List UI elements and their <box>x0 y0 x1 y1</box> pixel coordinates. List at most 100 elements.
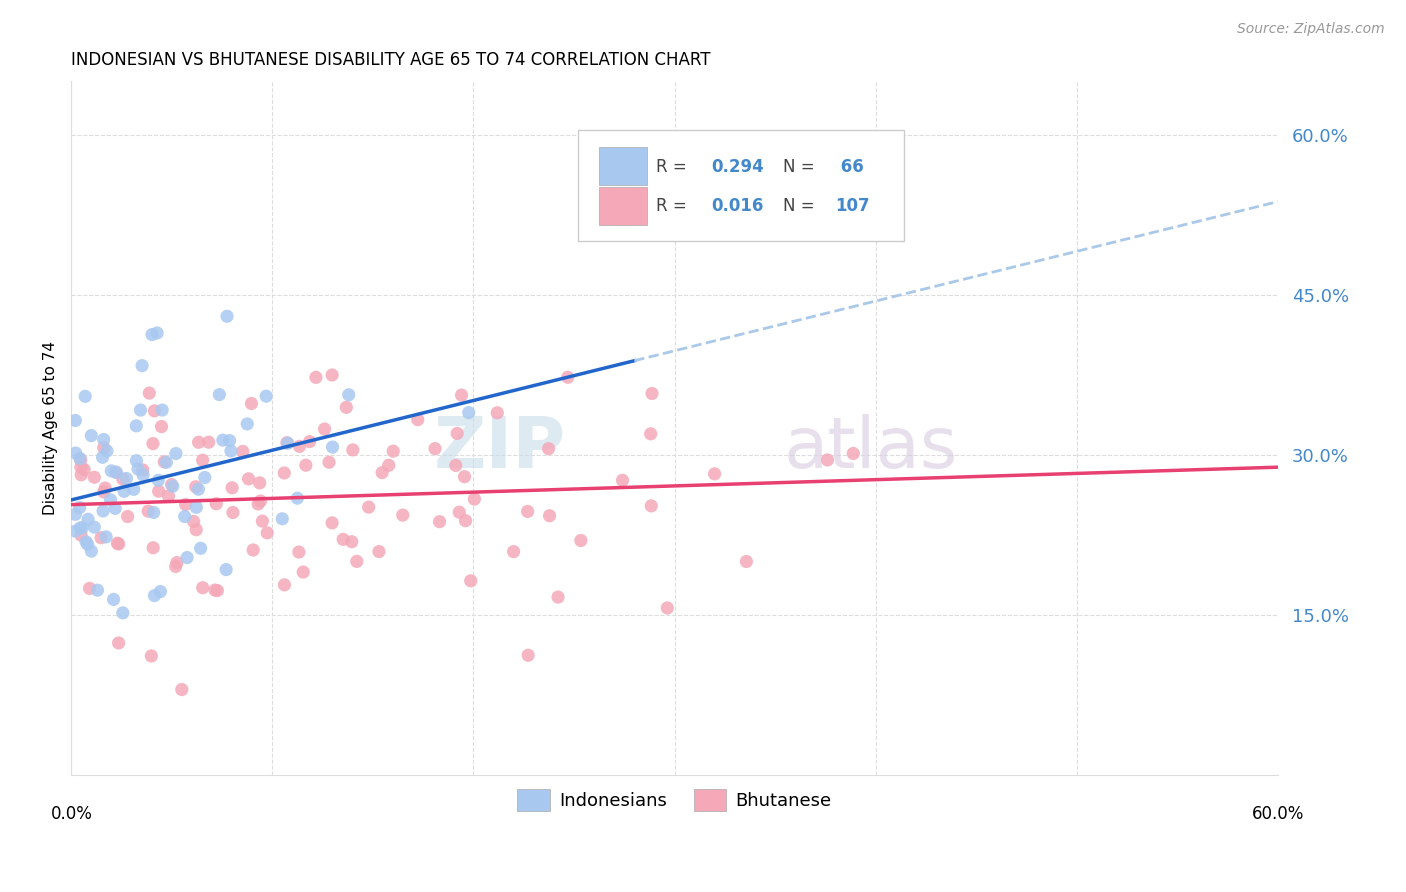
Point <box>155 455 177 469</box>
Point <box>450 388 472 402</box>
Point <box>132 463 155 477</box>
Point <box>100 464 122 478</box>
Point <box>215 563 238 577</box>
Point <box>657 601 679 615</box>
Point <box>187 482 209 496</box>
Point <box>298 434 321 449</box>
Point <box>105 466 128 480</box>
Point <box>146 326 169 340</box>
Point <box>160 477 183 491</box>
Text: 60.0%: 60.0% <box>1251 805 1303 823</box>
Point <box>111 472 134 486</box>
Point <box>83 520 105 534</box>
Point <box>346 554 368 568</box>
Point <box>187 435 209 450</box>
Point <box>141 327 163 342</box>
Point <box>143 404 166 418</box>
Point <box>247 497 270 511</box>
Point <box>357 500 380 515</box>
Point <box>69 500 91 515</box>
Point <box>174 498 197 512</box>
Point <box>276 435 298 450</box>
Point <box>65 413 87 427</box>
Point <box>153 455 176 469</box>
Point <box>249 494 271 508</box>
Text: 0.016: 0.016 <box>711 197 763 215</box>
Point <box>377 458 399 473</box>
Y-axis label: Disability Age 65 to 74: Disability Age 65 to 74 <box>44 341 58 516</box>
Point <box>157 489 180 503</box>
Point <box>115 471 138 485</box>
Point <box>104 501 127 516</box>
Point <box>76 537 98 551</box>
Point <box>94 530 117 544</box>
Point <box>79 582 101 596</box>
Point <box>321 368 343 382</box>
Point <box>287 491 309 506</box>
Text: N =: N = <box>783 158 820 176</box>
Point <box>176 550 198 565</box>
Point <box>165 559 187 574</box>
Point <box>90 531 112 545</box>
Point <box>337 388 360 402</box>
Point <box>271 512 294 526</box>
Point <box>444 458 467 473</box>
Point <box>207 583 229 598</box>
Point <box>240 396 263 410</box>
Text: INDONESIAN VS BHUTANESE DISABILITY AGE 65 TO 74 CORRELATION CHART: INDONESIAN VS BHUTANESE DISABILITY AGE 6… <box>72 51 711 69</box>
Point <box>93 433 115 447</box>
Point <box>186 500 208 515</box>
Point <box>335 401 357 415</box>
Point <box>205 497 228 511</box>
Point <box>703 467 725 481</box>
Point <box>197 435 219 450</box>
Point <box>314 422 336 436</box>
Point <box>73 462 96 476</box>
Point <box>125 454 148 468</box>
Point <box>75 389 97 403</box>
Legend: Indonesians, Bhutanese: Indonesians, Bhutanese <box>510 781 839 818</box>
Point <box>165 446 187 460</box>
Point <box>107 537 129 551</box>
Point <box>69 521 91 535</box>
Point <box>142 436 165 450</box>
Point <box>148 473 170 487</box>
Point <box>273 578 295 592</box>
Point <box>149 584 172 599</box>
Point <box>96 444 118 458</box>
Point <box>215 310 238 324</box>
Point <box>93 441 115 455</box>
Point <box>80 544 103 558</box>
Point <box>640 426 662 441</box>
Point <box>65 446 87 460</box>
Point <box>454 514 477 528</box>
Point <box>75 535 97 549</box>
Point <box>256 525 278 540</box>
Point <box>190 541 212 556</box>
Point <box>111 606 134 620</box>
Point <box>371 466 394 480</box>
Point <box>453 469 475 483</box>
Point <box>641 386 664 401</box>
Point <box>186 523 208 537</box>
Point <box>457 406 479 420</box>
Point <box>219 444 242 458</box>
Point <box>194 470 217 484</box>
Point <box>138 386 160 401</box>
Point <box>502 544 524 558</box>
Point <box>125 418 148 433</box>
Point <box>332 533 354 547</box>
Point <box>391 508 413 522</box>
Point <box>236 417 259 431</box>
Point <box>273 466 295 480</box>
Point <box>91 504 114 518</box>
Point <box>222 506 245 520</box>
Point <box>131 359 153 373</box>
Text: 66: 66 <box>835 158 863 176</box>
Point <box>292 565 315 579</box>
Point <box>460 574 482 588</box>
Point <box>142 505 165 519</box>
Point <box>277 436 299 450</box>
Point <box>817 453 839 467</box>
Point <box>69 451 91 466</box>
